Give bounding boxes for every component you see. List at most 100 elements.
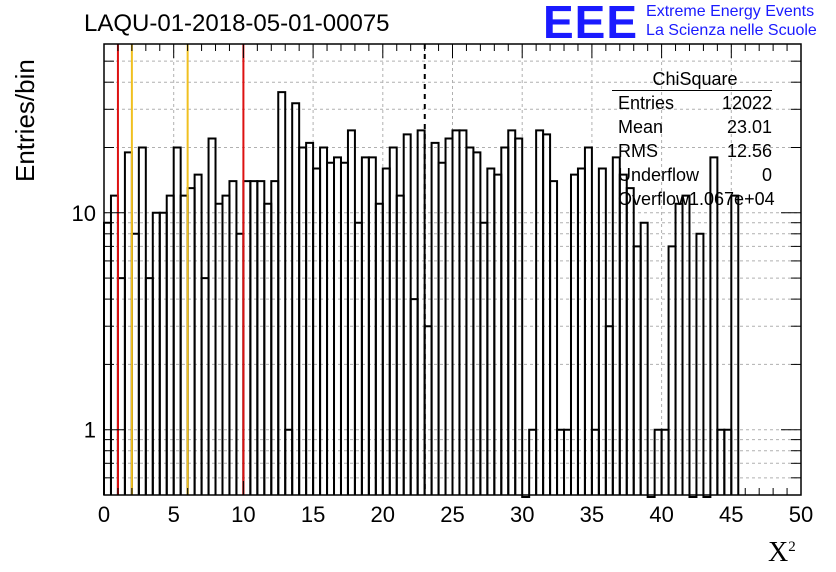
histogram-bin [549,180,559,495]
y-tick-label: 1 [84,418,96,443]
x-tick-label: 45 [719,502,743,527]
x-tick-label: 30 [510,502,534,527]
histogram-bin [242,180,252,495]
stats-row-underflow: Underflow 0 [612,163,772,187]
x-tick-label: 5 [168,502,180,527]
histogram-bin [583,146,593,495]
histogram-bin [486,167,496,495]
brand-line-1: Extreme Energy Events [646,3,815,20]
stats-label: Mean [618,117,664,137]
brand-logo: EEE [543,0,639,48]
histogram-bin [256,180,266,495]
stats-label: Entries [618,93,675,113]
x-axis-label-base: X [768,537,789,568]
histogram-bin [479,221,489,495]
histogram-bin [402,133,412,495]
histogram-bin [604,325,614,495]
brand-line-2: La Scienza nelle Scuole [646,22,817,39]
histogram-bin [423,325,433,495]
histogram-bin [688,495,698,498]
x-axis-label-superscript: 2 [788,539,796,555]
histogram-bin [200,277,210,495]
histogram-bin [395,194,405,495]
histogram-bin [346,129,356,495]
x-tick-label: 10 [231,502,255,527]
histogram-bin [263,202,273,495]
brand-text: Extreme Energy Events La Scienza nelle S… [646,2,817,40]
histogram-bin [597,167,607,495]
axes-layer: 0 5 10 15 20 25 30 35 40 45 50 1 10 [72,43,813,527]
x-tick-label: 20 [371,502,395,527]
stats-label: Underflow [618,165,700,185]
histogram-bin [430,141,440,495]
x-tick-label: 15 [301,502,325,527]
x-tick-label: 50 [789,502,813,527]
histogram-bin [472,151,482,495]
histogram-bin [207,137,217,495]
chart-title: LAQU-01-2018-05-01-00075 [84,10,390,37]
y-axis-label: Entries/bin [10,59,40,182]
histogram-bin [270,180,280,495]
histogram-bin [639,221,649,495]
stats-row-mean: Mean 23.01 [612,115,772,139]
histogram-bin [507,129,517,495]
histogram-bin [576,167,586,495]
histogram-bin [319,146,329,495]
histogram-bin [709,156,719,495]
histogram-bin [123,151,133,495]
stats-label: RMS [618,141,658,161]
histogram-bin [305,141,315,495]
histogram-bin [151,211,161,495]
histogram-bin [451,129,461,495]
histogram-bin [158,211,168,495]
histogram-bin [458,129,468,495]
stats-label: Overflow [618,189,690,209]
histogram-bin [144,277,154,495]
histogram-bin [374,202,384,495]
histogram-bin [214,202,224,495]
stats-value: 0 [761,165,772,185]
x-axis-label: X2 [768,537,796,569]
marker-lines-layer [116,44,426,495]
histogram-bin [221,194,231,495]
histogram-bin [730,194,740,495]
histogram-bin [165,194,175,495]
histogram-bin [514,137,524,495]
histogram-bin [674,202,684,495]
stats-row-overflow: Overflow 1.067e+04 [612,187,775,211]
stats-value: 23.01 [726,117,772,137]
histogram-bin [681,194,691,495]
histogram-bin [103,221,112,495]
histogram-bin [137,146,147,495]
histogram-bin [409,298,419,495]
histogram-bin [416,129,426,495]
stats-box: ChiSquare Entries 12022 Mean 23.01 RMS 12.5… [612,68,775,211]
x-tick-label: 35 [580,502,604,527]
histogram-bin [646,495,656,498]
histogram-bin [521,495,531,498]
stats-row-entries: Entries 12022 [612,91,772,115]
histogram-bin [116,277,126,495]
histogram-bin [444,137,454,495]
histogram-bin [667,245,677,495]
histogram-bin [388,146,398,495]
stats-title: ChiSquare [612,68,772,91]
stats-row-rms: RMS 12.56 [612,139,772,163]
stats-value: 1.067e+04 [689,189,775,209]
histogram-bin [535,129,545,495]
histogram-bin [381,167,391,495]
histogram-bin [179,194,189,495]
stats-value: 12.56 [726,141,772,161]
histogram-bin [500,146,510,495]
stats-value: 12022 [721,93,772,113]
histogram-bin [172,146,182,495]
histogram-bin [228,180,238,495]
x-tick-label: 25 [440,502,464,527]
histogram-bin [465,146,475,495]
histogram-bin [312,167,322,495]
histogram-bin [249,180,259,495]
histogram-bin [298,146,308,495]
x-tick-label: 0 [98,502,110,527]
histogram-bin [702,495,712,498]
